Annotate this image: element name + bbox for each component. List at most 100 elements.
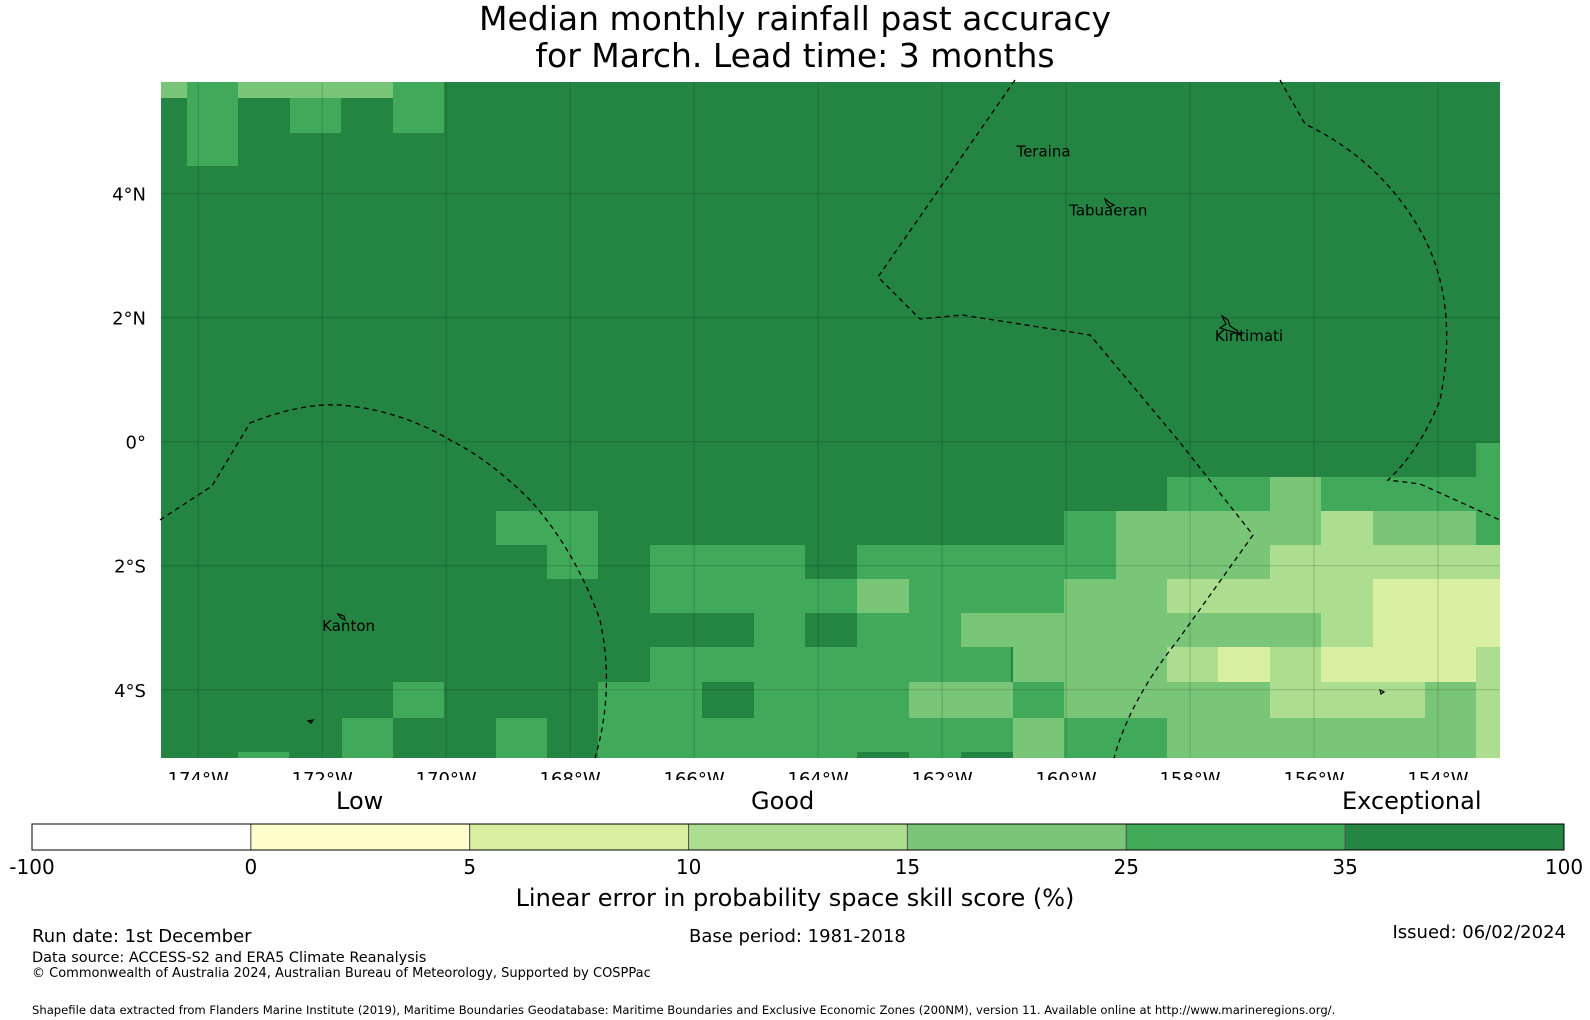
lat-lon-gridlines (161, 82, 1500, 758)
grid-cell (1218, 647, 1270, 682)
grid-cell (805, 613, 857, 647)
lat-tick-label: 4°N (112, 185, 146, 206)
colorbar-bins (31, 823, 1565, 851)
lon-tick-label: 164°W (788, 769, 849, 780)
grid-cell (161, 82, 187, 98)
grid-cell (650, 613, 754, 647)
colorbar-frame (31, 823, 1565, 851)
eez-boundary-kiritimati (1279, 79, 1501, 521)
island-kiritimati (1218, 314, 1243, 337)
colorbar-tick-label: 5 (463, 855, 476, 879)
lon-tick-label: 158°W (1159, 769, 1220, 780)
grid-cell (1167, 579, 1373, 613)
colorbar-bin (469, 823, 690, 851)
colorbar-tick-label: 35 (1332, 855, 1357, 879)
grid-cell (1116, 511, 1270, 579)
grid-cell (1476, 647, 1500, 682)
lon-tick-label: 172°W (292, 769, 353, 780)
grid-cell (857, 613, 961, 647)
grid-cell (547, 545, 598, 579)
grid-cell (857, 752, 909, 758)
grid-cell (1167, 647, 1218, 682)
grid-cell (1013, 613, 1064, 682)
skill-score-map: 174°W 172°W 170°W 168°W 166°W 164°W 162°W 160°W… (112, 79, 1501, 780)
island-kanton (336, 612, 346, 622)
colorbar-tick-label: 0 (244, 855, 257, 879)
grid-cell (1321, 511, 1373, 545)
map-title-line-2: for March. Lead time: 3 months (535, 36, 1055, 75)
place-label-kiritimati: Kiritimati (1215, 327, 1283, 345)
island-tabuaeran (1103, 197, 1116, 208)
lat-tick-label: 4°S (114, 681, 146, 702)
place-label-tabuaeran: Tabuaeran (1068, 201, 1147, 219)
data-source: Data source: ACCESS-S2 and ERA5 Climate … (32, 950, 427, 966)
grid-cell (238, 752, 289, 758)
islands (306, 197, 1386, 724)
colorbar-tick-label: 100 (1545, 855, 1583, 879)
eez-boundaries (159, 79, 1501, 759)
lon-tick-label: 154°W (1407, 769, 1468, 780)
grid-cell (1270, 682, 1425, 718)
eez-boundary-kanton (159, 404, 608, 759)
grid-cell (961, 752, 1013, 758)
lon-tick-label: 162°W (912, 769, 973, 780)
colorbar-tick-label: -100 (9, 855, 54, 879)
legend-category-good: Good (751, 787, 815, 815)
grid-cell (1167, 682, 1270, 758)
lat-tick-label: 2°S (114, 557, 146, 578)
lon-tick-label: 174°W (168, 769, 229, 780)
grid-cell (857, 579, 909, 613)
colorbar: -100 0 5 10 15 25 35 100 (9, 823, 1583, 879)
colorbar-label: Linear error in probability space skill … (515, 884, 1075, 912)
grid-cell (961, 613, 1013, 647)
grid-cell (1270, 511, 1321, 545)
colorbar-bin (250, 823, 471, 851)
grid-cell (1270, 647, 1321, 682)
grid-cell (496, 718, 547, 758)
grid-cell (1476, 682, 1500, 758)
grid-cell (598, 718, 1013, 758)
grid-cell (909, 682, 1013, 718)
lon-tick-label: 166°W (664, 769, 725, 780)
grid-cell (393, 82, 444, 133)
latitude-tick-labels: 4°N 2°N 0° 2°S 4°S (112, 185, 146, 702)
lon-tick-label: 160°W (1035, 769, 1096, 780)
grid-cell (1064, 511, 1116, 579)
colorbar-tick-label: 15 (895, 855, 920, 879)
place-label-kanton: Kanton (322, 617, 375, 635)
run-date: Run date: 1st December (32, 926, 252, 947)
map-title-line-1: Median monthly rainfall past accuracy (478, 0, 1112, 38)
skill-grid-cells (161, 82, 1500, 758)
copyright: © Commonwealth of Australia 2024, Austra… (32, 966, 651, 981)
colorbar-tick-label: 25 (1114, 855, 1139, 879)
island-small-1 (306, 719, 315, 724)
place-labels: Teraina Tabuaeran Kiritimati Kanton (322, 142, 1283, 634)
grid-cell (1064, 718, 1167, 758)
grid-cell (290, 98, 341, 133)
lat-tick-label: 2°N (112, 309, 146, 330)
shapefile-credit: Shapefile data extracted from Flanders M… (32, 1003, 1336, 1017)
grid-cell (1270, 545, 1500, 579)
grid-cell (1373, 511, 1476, 545)
grid-cell (1064, 579, 1167, 718)
grid-cell (754, 682, 909, 718)
grid-cell (238, 82, 393, 98)
grid-cell (1013, 682, 1064, 718)
grid-cell (650, 647, 1011, 682)
colorbar-tick-label: 10 (676, 855, 701, 879)
colorbar-tick-labels: -100 0 5 10 15 25 35 100 (9, 855, 1583, 879)
grid-cell (702, 682, 754, 718)
grid-cell (650, 545, 805, 613)
lon-tick-label: 170°W (416, 769, 477, 780)
grid-cell (496, 511, 598, 545)
grid-cell (1270, 718, 1425, 758)
grid-cell (1321, 477, 1476, 511)
grid-cell (1013, 718, 1064, 758)
colorbar-bin (688, 823, 908, 851)
grid-cell (805, 579, 857, 613)
base-period: Base period: 1981-2018 (689, 926, 906, 947)
grid-cell (754, 613, 806, 647)
grid-cell (1270, 477, 1321, 511)
grid-cell (1167, 477, 1270, 511)
lon-tick-label: 168°W (540, 769, 601, 780)
